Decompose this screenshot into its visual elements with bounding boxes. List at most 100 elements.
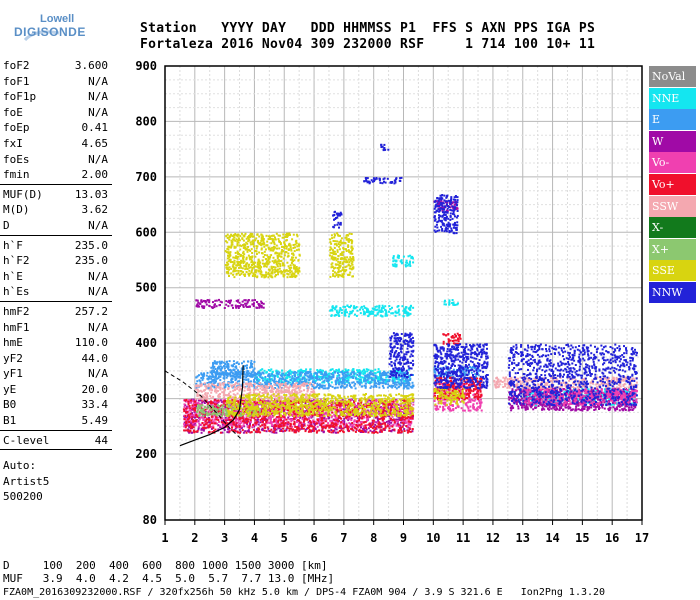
data-point-w <box>544 393 547 396</box>
data-point-w <box>338 426 341 429</box>
data-point-e <box>274 375 277 377</box>
data-point-nne <box>375 305 378 308</box>
data-point-nne <box>370 310 373 313</box>
data-point-e <box>293 373 296 376</box>
data-point-w <box>301 416 304 419</box>
data-point-e <box>343 383 346 385</box>
data-point-e <box>393 383 396 386</box>
data-point-w <box>239 430 242 433</box>
data-point-e <box>251 365 253 368</box>
data-point-nne <box>627 390 630 393</box>
data-point-nne <box>330 308 333 311</box>
data-point-w <box>441 209 444 212</box>
data-point-e <box>289 384 292 387</box>
data-point-e <box>312 376 314 379</box>
data-point-w <box>544 405 547 408</box>
param-value: 5.49 <box>81 414 109 428</box>
data-point-e <box>356 373 359 376</box>
data-point-e <box>247 378 250 381</box>
data-point-w <box>353 399 356 402</box>
data-point-e <box>368 374 371 377</box>
data-point-e <box>400 382 402 385</box>
data-point-w <box>224 416 227 419</box>
data-point-e <box>281 381 284 384</box>
data-point-nne <box>300 369 303 372</box>
data-point-e <box>392 384 394 387</box>
data-point-nne <box>533 396 536 399</box>
data-point-e <box>318 371 321 374</box>
data-point-e <box>269 374 272 377</box>
data-point-vo- <box>268 422 271 425</box>
data-point-nne <box>378 306 381 309</box>
data-point-nne <box>397 305 400 307</box>
data-point-e <box>223 367 226 370</box>
param-name: h`F <box>3 238 23 252</box>
data-point-nne <box>319 369 322 372</box>
data-point-e <box>475 375 477 378</box>
data-point-vo- <box>602 391 605 394</box>
data-point-w <box>245 302 248 305</box>
data-point-w <box>529 391 532 393</box>
data-point-vo- <box>288 418 291 421</box>
data-point-w <box>184 423 187 426</box>
data-point-vo- <box>381 407 384 409</box>
data-point-e <box>218 367 221 370</box>
data-point-vo- <box>273 404 276 407</box>
data-point-e <box>305 378 308 381</box>
data-point-e <box>451 374 454 377</box>
data-point-w <box>242 306 245 308</box>
data-point-e <box>235 377 238 380</box>
data-point-w <box>221 423 224 426</box>
data-point-e <box>405 379 408 382</box>
data-point-e <box>256 378 258 381</box>
data-point-e <box>225 376 228 379</box>
data-point-nne <box>258 378 261 381</box>
data-point-w <box>343 417 346 420</box>
data-point-w <box>634 404 637 407</box>
data-point-e <box>268 376 271 379</box>
data-point-w <box>615 408 618 410</box>
data-point-e <box>249 374 252 377</box>
data-point-w <box>191 418 193 420</box>
data-point-nne <box>398 255 400 257</box>
data-point-w <box>240 426 243 429</box>
data-point-e <box>245 376 248 379</box>
data-point-e <box>258 374 261 377</box>
data-point-e <box>276 371 279 374</box>
data-point-w <box>452 201 455 204</box>
data-point-e <box>293 379 296 382</box>
data-point-nne <box>361 308 364 311</box>
data-point-nne <box>265 371 268 374</box>
data-point-e <box>406 387 409 390</box>
data-point-e <box>316 382 319 385</box>
data-point-e <box>409 374 411 377</box>
data-point-e <box>380 378 383 380</box>
data-point-nne <box>604 390 607 393</box>
data-point-nne <box>349 310 352 313</box>
data-point-e <box>316 375 319 378</box>
data-point-e <box>365 375 368 378</box>
data-point-e <box>212 371 215 374</box>
data-point-e <box>301 371 303 374</box>
data-point-nne <box>364 371 366 374</box>
data-point-e <box>242 365 245 368</box>
data-point-nne <box>342 371 345 374</box>
data-point-w <box>201 401 204 404</box>
data-point-w <box>445 204 448 207</box>
data-point-nne <box>346 304 349 307</box>
data-point-w <box>319 416 322 419</box>
data-point-e <box>303 372 306 375</box>
data-point-nne <box>634 402 637 405</box>
data-point-nne <box>259 369 262 372</box>
data-point-e <box>195 386 198 389</box>
data-point-e <box>433 366 436 369</box>
param-value: 20.0 <box>81 382 109 396</box>
data-point-vo- <box>254 400 257 403</box>
data-point-e <box>351 381 354 384</box>
param-value: N/A <box>88 285 108 299</box>
data-point-nne <box>378 370 381 373</box>
data-point-nne <box>367 381 370 384</box>
data-point-vo- <box>306 424 309 427</box>
data-point-nne <box>317 370 319 373</box>
data-point-e <box>222 361 225 364</box>
